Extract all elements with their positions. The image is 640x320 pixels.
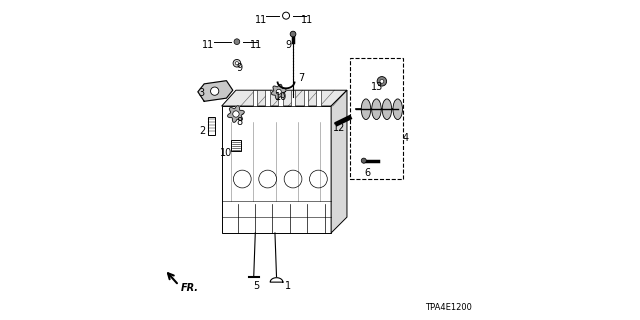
Polygon shape [221,106,331,233]
Circle shape [236,62,239,65]
Circle shape [276,89,282,94]
Ellipse shape [393,99,403,120]
Text: 11: 11 [202,40,214,50]
Circle shape [361,158,366,163]
Bar [209,117,215,135]
Text: FR.: FR. [181,283,199,292]
Text: 5: 5 [253,281,259,291]
Text: 13: 13 [371,82,383,92]
Text: 9: 9 [286,40,292,50]
Circle shape [377,76,387,86]
Text: 11: 11 [301,15,314,25]
Text: 9: 9 [237,63,243,73]
Polygon shape [221,90,347,106]
Ellipse shape [372,99,381,120]
Circle shape [380,79,384,83]
Text: 7: 7 [298,73,304,83]
Text: 12: 12 [333,123,345,133]
Text: TPA4E1200: TPA4E1200 [426,303,472,312]
Text: 11: 11 [250,40,262,50]
Polygon shape [271,84,286,99]
Bar [266,90,270,106]
Text: 11: 11 [255,15,267,25]
Bar [278,90,283,106]
Polygon shape [228,106,244,122]
Ellipse shape [382,99,392,120]
Circle shape [233,60,241,67]
Text: 1: 1 [285,281,291,291]
Text: 4: 4 [403,133,409,143]
Text: 10: 10 [220,148,232,158]
Polygon shape [198,81,233,101]
Circle shape [234,39,240,44]
Polygon shape [331,90,347,233]
Ellipse shape [361,99,371,120]
Bar [231,140,241,151]
Bar [303,90,308,106]
Bar [350,59,403,179]
Text: 2: 2 [200,126,205,136]
Bar [316,90,321,106]
Bar [291,90,295,106]
Text: 10: 10 [275,92,287,101]
Circle shape [211,87,219,95]
Text: 3: 3 [198,88,204,98]
Circle shape [233,111,239,117]
Polygon shape [270,278,283,282]
Text: 6: 6 [365,168,371,178]
Bar [253,90,257,106]
Circle shape [290,31,296,37]
Text: 8: 8 [236,117,242,127]
